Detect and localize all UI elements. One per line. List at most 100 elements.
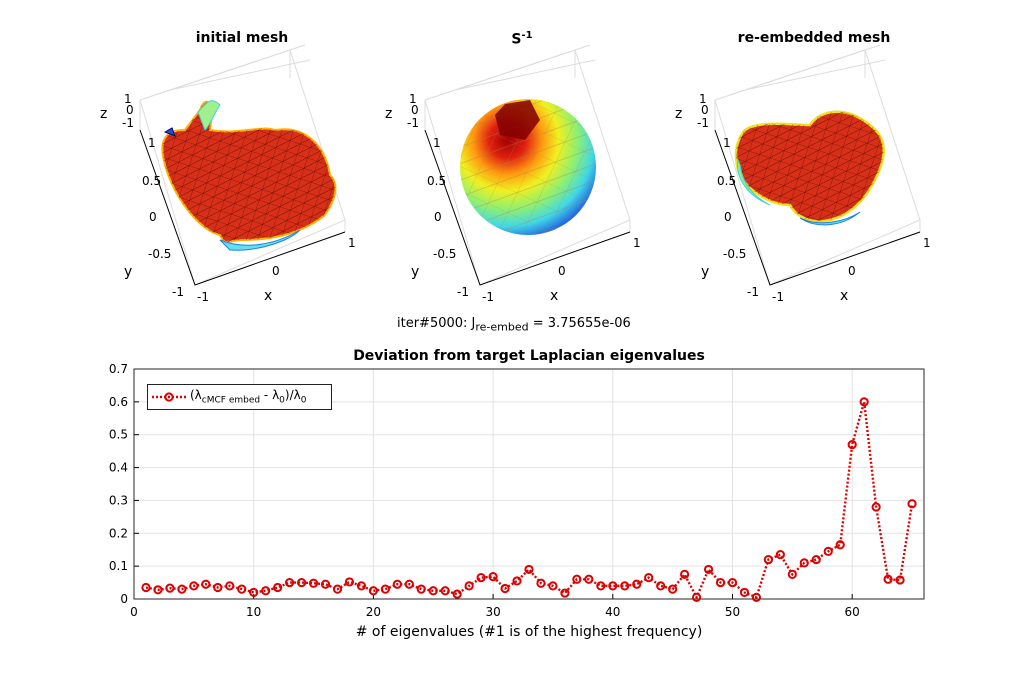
axis-line-inverse-map <box>424 129 631 286</box>
x-tick-label: 0 <box>272 264 280 278</box>
y-axis-label: y <box>701 264 710 280</box>
y-tick-label: -0.5 <box>433 247 457 261</box>
data-point <box>596 581 606 591</box>
x-tick-label: 0 <box>558 264 566 278</box>
y-tick-label: 1 <box>433 136 441 150</box>
legend-label-sub: 0 <box>279 395 285 406</box>
legend-label-part: (λ <box>190 388 202 402</box>
z-tick-label: 1 <box>124 92 132 106</box>
data-point <box>177 584 187 594</box>
data-point <box>296 577 307 588</box>
z-tick-label: 0 <box>701 103 709 117</box>
legend-marker <box>152 392 186 402</box>
data-point <box>572 574 582 584</box>
panel-box-re-embedded-mesh <box>714 44 921 286</box>
data-point <box>823 546 833 556</box>
data-point <box>201 579 211 589</box>
data-point <box>225 581 235 591</box>
data-point <box>189 581 199 591</box>
y-axis-label: y <box>411 264 420 280</box>
iteration-label-subscript: re-embed <box>475 320 529 334</box>
chart-title: Deviation from target Laplacian eigenval… <box>353 348 705 364</box>
data-point <box>895 575 905 585</box>
data-point <box>847 439 857 450</box>
chart-legend: (λcMCF embed - λ0)/λ0 <box>147 384 332 410</box>
z-tick-label: -1 <box>697 116 709 130</box>
data-point <box>799 558 809 568</box>
data-point <box>859 397 869 407</box>
panel-box-initial-mesh <box>139 44 346 286</box>
z-tick-label: 1 <box>699 92 707 106</box>
legend-label: (λcMCF embed - λ0)/λ0 <box>190 388 306 405</box>
z-axis-label: z <box>100 106 108 122</box>
x-tick-label: 0 <box>130 605 138 619</box>
panel-title-inverse-map: S-1 <box>422 30 622 48</box>
plot-frame <box>133 368 925 600</box>
x-tick-label: 60 <box>845 605 860 619</box>
chart-x-axis-label: # of eigenvalues (#1 is of the highest f… <box>355 624 703 640</box>
data-point <box>285 577 295 588</box>
y-tick-label: -0.5 <box>148 247 172 261</box>
data-point <box>584 574 594 584</box>
y-tick-label: 0.2 <box>109 526 128 540</box>
data-point <box>656 581 666 591</box>
data-point <box>883 574 893 584</box>
y-tick-label: -1 <box>457 285 469 299</box>
z-tick-label: -1 <box>407 116 419 130</box>
iteration-label-prefix: iter#5000: J <box>397 316 476 331</box>
panel-title-superscript: -1 <box>521 30 533 41</box>
data-point <box>476 573 486 583</box>
data-point <box>680 569 690 579</box>
panel-title-base: S <box>511 31 522 48</box>
data-point <box>368 586 378 596</box>
x-tick-label: 20 <box>366 605 381 619</box>
data-point <box>488 572 498 582</box>
data-point <box>727 577 738 588</box>
x-axis-label: x <box>840 288 849 304</box>
data-point <box>907 499 917 509</box>
data-point <box>273 582 283 593</box>
x-tick-label: 30 <box>485 605 500 619</box>
data-point <box>165 583 175 593</box>
y-tick-label: 0.7 <box>109 362 128 376</box>
y-tick-label: 0.1 <box>109 559 128 573</box>
x-axis-label: x <box>264 288 273 304</box>
data-point <box>249 587 259 598</box>
x-tick-label: 10 <box>246 605 261 619</box>
data-point <box>620 581 630 591</box>
x-tick-label: 0 <box>848 264 856 278</box>
z-axis-label: z <box>675 106 683 122</box>
x-tick-label: 1 <box>348 236 356 250</box>
panel-box-inverse-map <box>424 44 631 286</box>
y-tick-label: 0.3 <box>109 493 128 507</box>
data-point <box>608 581 618 591</box>
x-tick-label: -1 <box>482 290 494 304</box>
data-point <box>691 592 702 602</box>
data-point <box>632 579 642 589</box>
data-point <box>308 578 319 588</box>
data-point <box>344 577 355 587</box>
legend-label-part: - λ <box>260 388 280 402</box>
iteration-label-suffix: = 3.75655e-06 <box>528 316 631 331</box>
data-point <box>763 554 773 565</box>
data-point <box>500 583 510 594</box>
data-point <box>668 584 678 594</box>
data-point <box>261 586 271 596</box>
panel-title-re-embedded-mesh: re-embedded mesh <box>737 30 891 46</box>
legend-label-sub: 0 <box>300 395 307 406</box>
x-tick-label: 40 <box>605 605 620 619</box>
data-point <box>356 581 367 591</box>
y-tick-label: 0.5 <box>109 428 128 442</box>
x-tick-label: -1 <box>772 290 784 304</box>
data-point <box>835 540 845 550</box>
y-tick-label: 0 <box>434 210 442 224</box>
data-point <box>428 586 438 596</box>
data-point <box>237 584 247 594</box>
x-tick-label: -1 <box>197 290 209 304</box>
data-point <box>213 582 223 593</box>
y-axis-label: y <box>124 264 133 280</box>
y-tick-label: -1 <box>172 285 184 299</box>
y-tick-label: -1 <box>747 285 759 299</box>
data-point <box>153 585 163 595</box>
